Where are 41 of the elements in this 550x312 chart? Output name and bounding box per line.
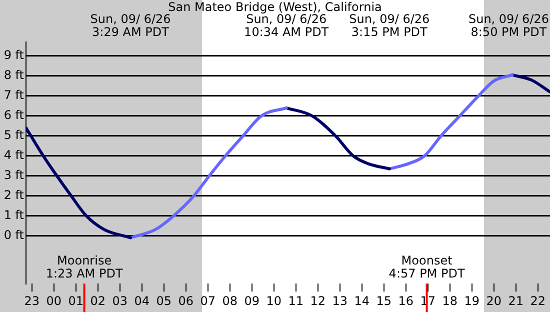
x-tick-label: 15 [376, 294, 392, 308]
x-tick-label: 11 [288, 294, 304, 308]
x-tick-label: 22 [530, 294, 546, 308]
y-tick-label: 1 ft [4, 208, 24, 222]
y-tick-label: 8 ft [4, 68, 24, 82]
x-tick-label: 01 [68, 294, 84, 308]
y-tick-label: 5 ft [4, 128, 24, 142]
text: Sun, 09/ 6/26 10:34 AM PDT [244, 12, 330, 40]
x-tick-label: 16 [398, 294, 414, 308]
text: Sun, 09/ 6/26 3:29 AM PDT [90, 12, 171, 40]
x-tick-label: 06 [178, 294, 194, 308]
text: Sun, 09/ 6/26 3:15 PM PDT [349, 12, 430, 40]
y-tick-label: 4 ft [4, 148, 24, 162]
x-tick-label: 20 [486, 294, 502, 308]
ref-line-label: Moonrise 1:23 AM PDT [46, 254, 124, 281]
x-tick-label: 05 [156, 294, 172, 308]
x-tick-label: 00 [46, 294, 62, 308]
y-tick-label: 6 ft [4, 108, 24, 122]
y-tick-label: 0 ft [4, 228, 24, 242]
x-tick-label: 19 [464, 294, 480, 308]
x-tick-label: 04 [134, 294, 150, 308]
chart-title: San Mateo Bridge (West), California [168, 0, 382, 14]
ref-line-label: Moonset 4:57 PM PDT [388, 254, 466, 281]
x-tick-label: 08 [222, 294, 238, 308]
y-tick-label: 9 ft [4, 48, 24, 62]
y-tick-label: 3 ft [4, 168, 24, 182]
line-series [388, 73, 514, 170]
x-tick-label: 13 [332, 294, 348, 308]
y-tick-label: 7 ft [4, 88, 24, 102]
x-tick-label: 02 [90, 294, 106, 308]
text: Sun, 09/ 6/26 8:50 PM PDT [468, 12, 549, 40]
x-tick-label: 09 [244, 294, 260, 308]
x-tick-label: 07 [200, 294, 216, 308]
y-tick-label: 2 ft [4, 188, 24, 202]
x-tick-label: 18 [442, 294, 458, 308]
x-tick-label: 12 [310, 294, 326, 308]
x-tick-label: 14 [354, 294, 370, 308]
x-tick-label: 23 [24, 294, 40, 308]
x-tick-label: 10 [266, 294, 282, 308]
x-tick-label: 03 [112, 294, 128, 308]
x-tick-label: 21 [508, 294, 524, 308]
